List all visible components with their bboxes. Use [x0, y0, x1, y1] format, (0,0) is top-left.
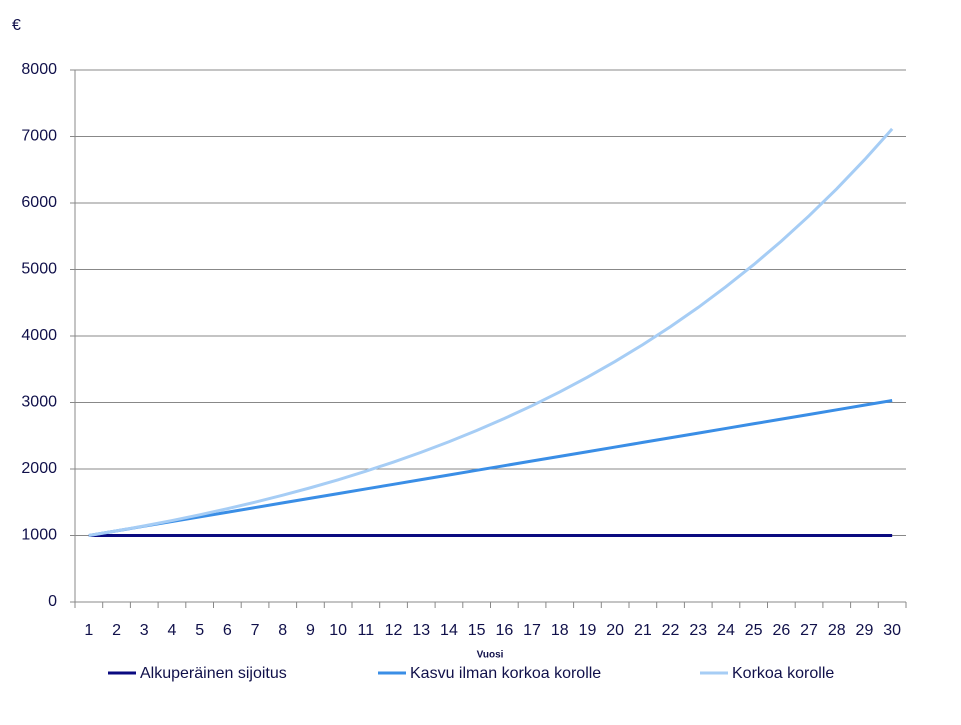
x-tick-label: 5: [195, 622, 204, 639]
x-tick-label: 29: [856, 622, 874, 639]
x-tick-label: 1: [84, 622, 93, 639]
x-tick-label: 19: [579, 622, 597, 639]
y-tick-label: 3000: [21, 394, 57, 411]
y-tick-label: 6000: [21, 194, 57, 211]
x-tick-label: 9: [306, 622, 315, 639]
y-tick-label: 5000: [21, 261, 57, 278]
x-tick-label: 13: [412, 622, 430, 639]
x-tick-label: 2: [112, 622, 121, 639]
x-tick-label: 8: [278, 622, 287, 639]
y-tick-label: 0: [48, 593, 57, 610]
x-tick-label: 3: [140, 622, 149, 639]
series-line: [88, 399, 893, 537]
x-tick-label: 21: [634, 622, 652, 639]
x-tick-label: 26: [772, 622, 790, 639]
x-tick-label: 28: [828, 622, 846, 639]
y-tick-label: 2000: [21, 460, 57, 477]
x-tick-label: 30: [883, 622, 901, 639]
x-tick-label: 15: [468, 622, 486, 639]
x-axis-label: Vuosi: [477, 650, 504, 661]
x-tick-label: 20: [606, 622, 624, 639]
legend-label: Alkuperäinen sijoitus: [140, 665, 287, 682]
legend-label: Korkoa korolle: [732, 665, 834, 682]
x-tick-label: 14: [440, 622, 458, 639]
series-line: [88, 127, 894, 537]
x-tick-label: 4: [167, 622, 176, 639]
y-axis-label: €: [12, 17, 21, 34]
x-tick-label: 22: [662, 622, 680, 639]
x-tick-label: 27: [800, 622, 818, 639]
x-tick-label: 16: [495, 622, 513, 639]
legend-label: Kasvu ilman korkoa korolle: [410, 665, 601, 682]
y-tick-label: 1000: [21, 527, 57, 544]
y-tick-label: 7000: [21, 128, 57, 145]
x-tick-label: 24: [717, 622, 735, 639]
x-tick-label: 10: [329, 622, 347, 639]
x-tick-label: 12: [385, 622, 403, 639]
x-tick-label: 25: [745, 622, 763, 639]
x-tick-label: 7: [251, 622, 260, 639]
x-tick-label: 17: [523, 622, 541, 639]
x-tick-label: 18: [551, 622, 569, 639]
x-tick-label: 23: [689, 622, 707, 639]
x-tick-label: 6: [223, 622, 232, 639]
x-tick-label: 11: [358, 622, 375, 639]
y-tick-label: 8000: [21, 61, 57, 78]
y-tick-label: 4000: [21, 327, 57, 344]
